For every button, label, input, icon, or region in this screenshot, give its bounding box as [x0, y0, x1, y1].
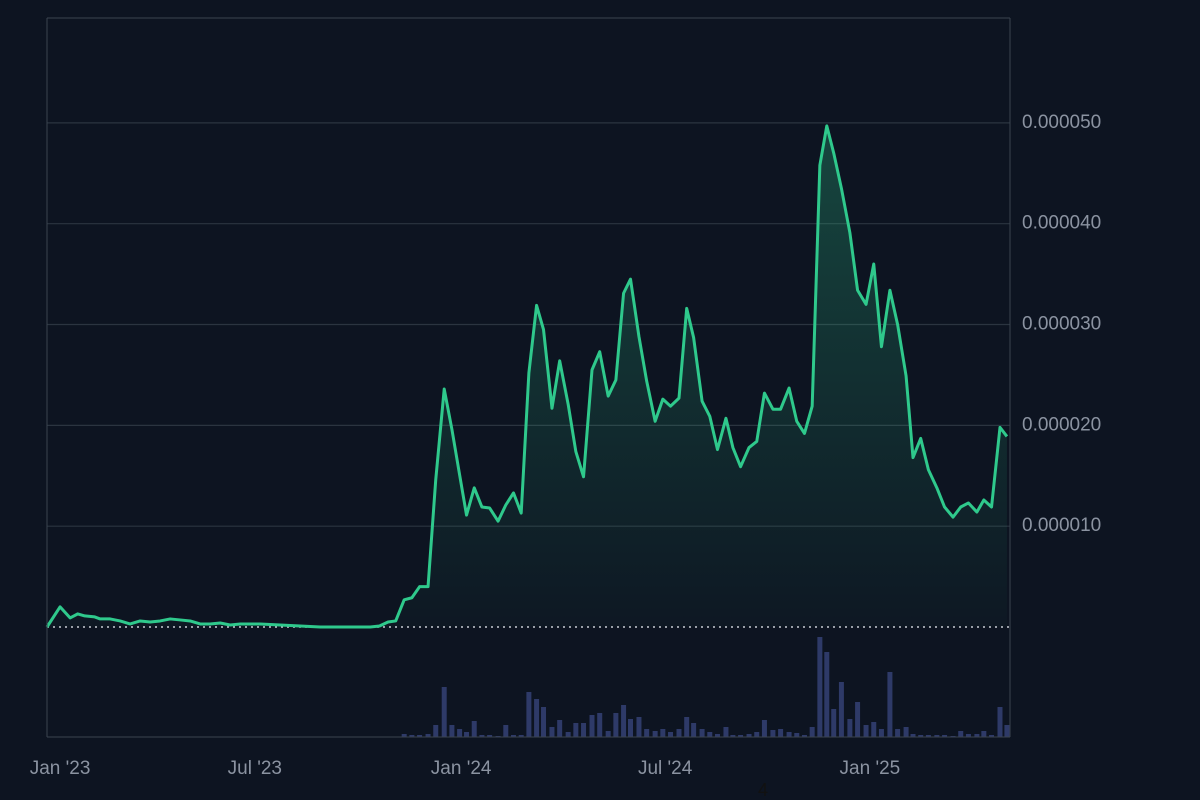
volume-bar	[878, 729, 884, 737]
volume-bar	[581, 723, 587, 737]
volume-bar	[660, 729, 666, 737]
volume-bar	[433, 725, 439, 737]
y-tick-label: 0.000050	[1022, 112, 1101, 133]
price-area	[47, 125, 1007, 627]
y-tick-label: 0.000030	[1022, 314, 1101, 335]
volume-bar	[997, 707, 1003, 737]
y-tick-label: 0.000020	[1022, 414, 1101, 435]
volume-bar	[770, 730, 776, 737]
volume-bar	[730, 735, 736, 737]
annotation: 4	[758, 780, 768, 800]
volume-bar	[401, 734, 407, 737]
volume-bar	[863, 725, 869, 737]
volume-bar	[934, 735, 940, 737]
volume-bar	[887, 672, 893, 737]
volume-bar	[636, 717, 642, 737]
volume-bar	[441, 687, 447, 737]
volume-bar	[589, 715, 595, 737]
volume-bar	[503, 725, 509, 737]
volume-bar	[417, 735, 423, 737]
volume-bar	[526, 692, 532, 737]
volume-bar	[794, 733, 800, 737]
volume-bar	[847, 719, 853, 737]
x-tick-label: Jul '23	[228, 758, 282, 779]
frame	[46, 17, 1011, 738]
volume-bar	[627, 719, 633, 737]
x-tick-label: Jul '24	[638, 758, 693, 779]
volume-bar	[895, 729, 901, 737]
volume-bar	[871, 722, 877, 737]
volume-bar	[676, 729, 682, 737]
volume-bar	[778, 729, 784, 737]
volume-bar	[565, 732, 571, 737]
volume-bar	[597, 713, 603, 737]
x-tick-label: Jan '25	[840, 758, 901, 779]
volume-bar	[471, 721, 477, 737]
volume-bar	[573, 723, 579, 737]
volume-bar	[652, 731, 658, 737]
volume-bar	[699, 729, 705, 737]
volume-bar	[449, 725, 455, 737]
volume-bar	[510, 735, 516, 737]
y-tick-label: 0.000040	[1022, 213, 1101, 234]
volume-bar	[605, 731, 611, 737]
volume-bar	[549, 727, 555, 737]
volume-bar	[613, 713, 619, 737]
plot	[45, 124, 1010, 629]
volume-bar	[989, 735, 995, 737]
x-tick-label: Jan '24	[431, 758, 492, 779]
volume-bar	[965, 734, 971, 737]
volume-bar	[707, 732, 713, 737]
volume-bar	[684, 717, 690, 737]
volume-bar	[974, 734, 980, 737]
volume-bar	[801, 735, 807, 737]
volume-bar	[958, 731, 964, 737]
volume-bar	[409, 735, 415, 737]
labels: 0.000010 0.000020 0.000030 0.000040 0.000050…	[30, 112, 1102, 779]
volume-bar	[817, 637, 823, 737]
volume-bar	[534, 699, 540, 737]
volume-bar	[714, 734, 720, 737]
volume-bar	[668, 732, 674, 737]
volume-bar	[644, 729, 650, 737]
volume-bar	[925, 735, 931, 737]
volume-bar	[541, 707, 547, 737]
volume-bar	[831, 709, 837, 737]
volume-bar	[738, 735, 744, 737]
volume-bar	[487, 735, 493, 737]
volume-bar	[621, 705, 627, 737]
volume-bar	[824, 652, 830, 737]
x-tick-label: Jan '23	[30, 758, 91, 779]
volume-bar	[425, 734, 431, 737]
volume-bar	[754, 732, 760, 737]
volume-bar	[855, 702, 861, 737]
volume-bar	[557, 720, 563, 737]
volume-bar	[746, 734, 752, 737]
price-line	[45, 124, 1009, 629]
y-tick-label: 0.000010	[1022, 515, 1101, 536]
volume-bar	[809, 727, 815, 737]
volume-bar	[479, 735, 485, 737]
volume-bar	[838, 682, 844, 737]
volume-bar	[903, 727, 909, 737]
volume-bar	[457, 729, 463, 737]
volume-bar	[918, 735, 924, 737]
volume-bar	[464, 732, 470, 737]
volume-bars	[401, 637, 1010, 737]
volume-bar	[942, 735, 948, 737]
volume-bar	[691, 723, 697, 737]
volume-bar	[981, 731, 987, 737]
volume-bar	[723, 727, 729, 737]
volume-bar	[786, 732, 792, 737]
volume-bar	[761, 720, 767, 737]
volume-bar	[910, 734, 916, 737]
volume-bar	[518, 735, 524, 737]
volume-bar	[1004, 725, 1010, 737]
